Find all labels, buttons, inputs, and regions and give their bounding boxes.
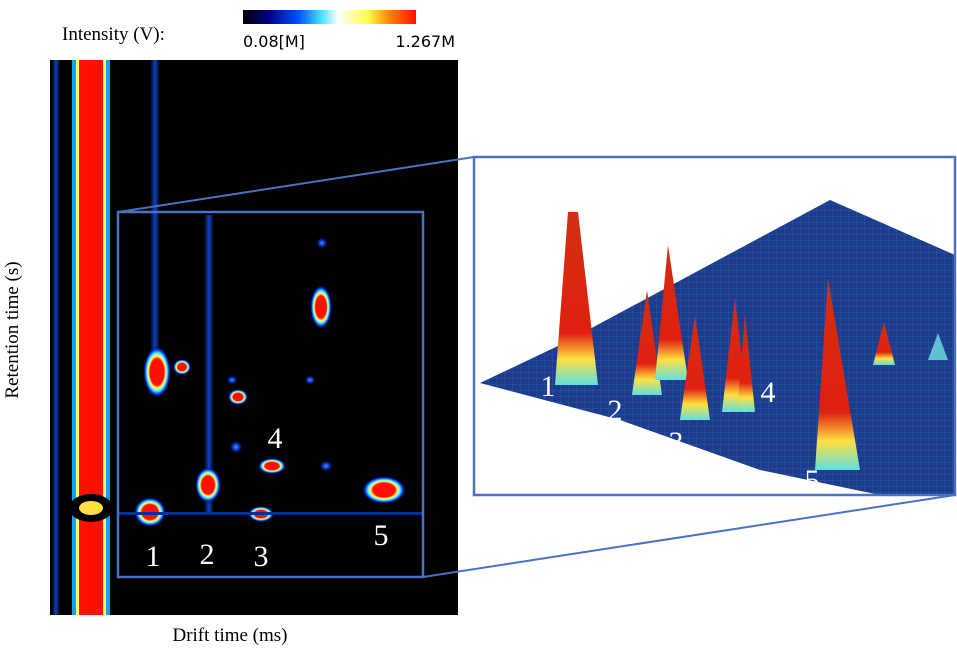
colorbar: [243, 10, 416, 24]
peak-label: 2: [608, 394, 623, 427]
peak-label: 4: [761, 376, 776, 409]
peak-label: 3: [669, 426, 684, 459]
peak-label: 3: [254, 540, 269, 573]
peak-label: 4: [268, 422, 283, 455]
peak-label: 5: [805, 464, 820, 497]
peak-label: 1: [541, 370, 556, 403]
surface-plot: [480, 200, 955, 495]
peak-label: 2: [200, 538, 215, 571]
peak-label: 5: [374, 519, 389, 552]
peak-label: 1: [146, 540, 161, 573]
connector: [423, 495, 955, 577]
heatmap: [50, 60, 458, 615]
figure: Intensity (V): 0.08[M] 1.267M: [0, 0, 957, 649]
colorbar-max: 1.267M: [395, 32, 455, 51]
x-axis-label: Drift time (ms): [172, 625, 287, 646]
colorbar-title: Intensity (V):: [62, 24, 165, 45]
colorbar-min: 0.08[M]: [243, 32, 305, 51]
y-axis-label: Retention time (s): [2, 261, 23, 398]
